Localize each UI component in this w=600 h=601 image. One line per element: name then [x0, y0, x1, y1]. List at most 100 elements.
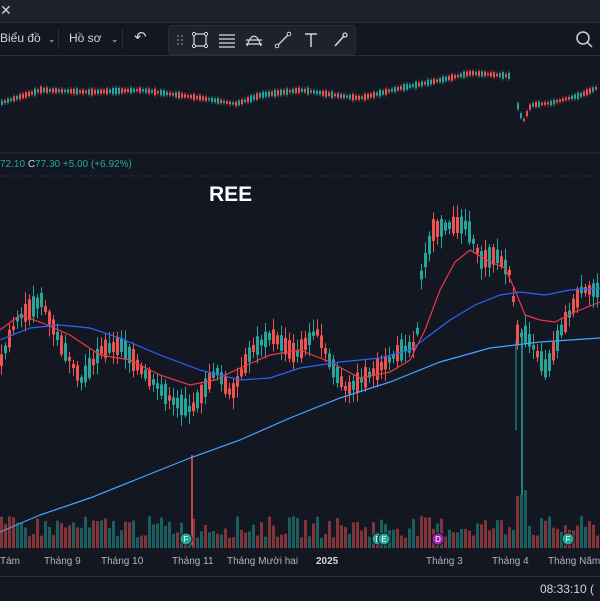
candle [372, 368, 375, 376]
overview-candle [115, 87, 117, 95]
overview-candle [442, 76, 444, 83]
window-title-bar: ✕ [0, 0, 600, 23]
path-icon[interactable] [245, 31, 263, 49]
overview-candle [52, 88, 54, 93]
overview-candle [562, 98, 564, 102]
overview-candle [283, 89, 285, 95]
overview-candle [289, 90, 291, 93]
event-marker [377, 532, 391, 546]
candle [440, 218, 443, 237]
lines-icon[interactable] [218, 31, 236, 49]
volume-bar [544, 520, 547, 548]
trendline-icon[interactable] [274, 31, 292, 49]
volume-bar [356, 521, 359, 548]
candle [180, 394, 183, 416]
volume-bar [216, 533, 219, 548]
volume-bar [144, 535, 147, 548]
candle [332, 359, 335, 378]
candle [120, 337, 123, 353]
event-marker-label: D [435, 535, 441, 544]
candle [256, 336, 259, 355]
brush-icon[interactable] [331, 31, 349, 49]
volume-bar [4, 523, 7, 548]
candle [420, 270, 423, 280]
moving-average-mid [0, 287, 600, 381]
candle [464, 220, 467, 230]
candle [452, 216, 455, 234]
overview-candle [154, 88, 156, 96]
candle [288, 340, 291, 359]
volume-bar [112, 520, 115, 548]
overview-candle [340, 93, 342, 99]
volume-bar [368, 536, 371, 548]
overview-candle [148, 88, 150, 94]
candle [592, 283, 595, 297]
volume-bar [476, 523, 479, 548]
close-icon[interactable]: ✕ [0, 2, 12, 18]
candle [76, 365, 79, 381]
volume-bar [256, 535, 259, 548]
overview-candle [499, 73, 501, 78]
volume-bar [468, 530, 471, 548]
toolbar-divider [122, 29, 123, 49]
candle [336, 366, 339, 384]
candle [576, 288, 579, 308]
overview-candle [391, 88, 393, 92]
volume-bar [480, 524, 483, 548]
rectangle-icon[interactable] [191, 31, 209, 49]
overview-candle [85, 90, 87, 93]
overview-candle [319, 91, 321, 95]
volume-bar [512, 530, 515, 548]
candle [328, 353, 331, 368]
volume-bar [404, 537, 407, 548]
overview-candle [55, 88, 57, 93]
overview-candle [130, 87, 132, 94]
overview-candle [304, 88, 306, 93]
chart-type-dropdown[interactable]: Biểu đồ ⌄ [0, 31, 56, 45]
volume-bar [508, 527, 511, 548]
volume-bar [272, 525, 275, 548]
overview-candle [133, 88, 135, 92]
overview-candle [556, 100, 558, 103]
overview-candle [544, 102, 546, 105]
legend-close-value: 77.30 [35, 159, 61, 170]
candle [68, 356, 71, 362]
undo-icon[interactable]: ↶ [134, 29, 147, 46]
overview-candle [112, 87, 114, 95]
text-icon[interactable] [302, 31, 320, 49]
volume-bar [364, 527, 367, 548]
candle [248, 347, 251, 362]
price-chart[interactable]: FFEDF [0, 0, 600, 576]
candle [264, 331, 267, 348]
overview-candle [364, 93, 366, 101]
drag-handle-icon[interactable] [172, 31, 190, 49]
volume-bar [16, 522, 19, 548]
search-replay-icon[interactable] [574, 29, 594, 49]
overview-candle [583, 91, 585, 96]
candle [552, 342, 555, 361]
profile-dropdown[interactable]: Hồ sơ ⌄ [69, 31, 118, 45]
overview-candle [160, 89, 162, 96]
x-axis-label: 2025 [316, 556, 339, 567]
candle [344, 386, 347, 391]
candle [308, 332, 311, 345]
volume-bar [280, 534, 283, 548]
candle [172, 397, 175, 405]
overview-candle [460, 73, 462, 78]
candle [544, 359, 547, 378]
candle [492, 247, 495, 265]
candle [564, 311, 567, 333]
overview-candle [250, 95, 252, 102]
overview-candle [532, 103, 534, 107]
candle [496, 249, 499, 264]
volume-bar [484, 520, 487, 548]
volume-bar [252, 524, 255, 548]
candle [436, 220, 439, 237]
volume-bar [392, 529, 395, 548]
volume-bar [492, 528, 495, 548]
candle [72, 363, 75, 369]
volume-bar [524, 490, 527, 548]
volume-bar [236, 516, 239, 548]
volume-bar [148, 516, 151, 548]
volume-bar [176, 532, 179, 548]
